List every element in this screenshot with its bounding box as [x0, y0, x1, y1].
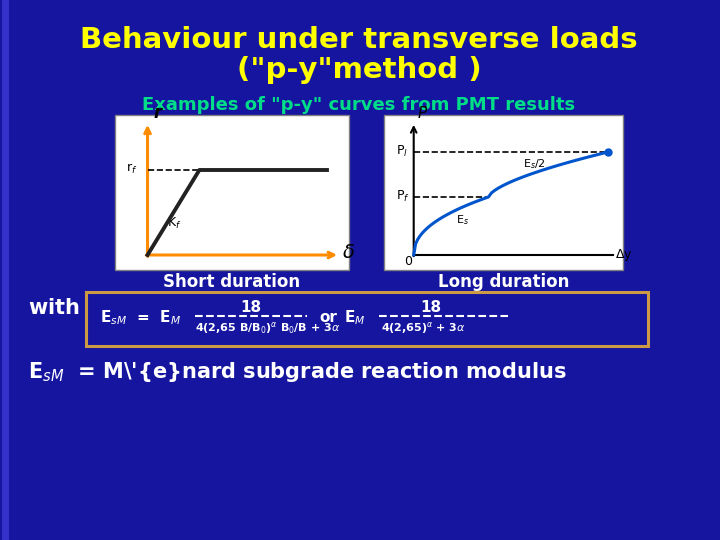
Text: $\delta$: $\delta$ [342, 243, 355, 262]
Text: K$_f$: K$_f$ [168, 216, 182, 231]
Text: with K$_f$ = 2E$_{SM}$: with K$_f$ = 2E$_{SM}$ [28, 296, 193, 320]
Text: $\Delta$y: $\Delta$y [615, 247, 633, 263]
Text: E$_{sM}$  = M\'{e}nard subgrade reaction modulus: E$_{sM}$ = M\'{e}nard subgrade reaction … [28, 360, 567, 384]
Text: E$_M$: E$_M$ [344, 309, 365, 327]
FancyBboxPatch shape [384, 115, 623, 270]
Text: 18: 18 [420, 300, 441, 314]
FancyBboxPatch shape [86, 292, 648, 346]
Text: Behaviour under transverse loads: Behaviour under transverse loads [80, 26, 638, 54]
Text: 4(2,65 B/B$_0$)$^{\alpha}$ B$_0$/B + 3$\alpha$: 4(2,65 B/B$_0$)$^{\alpha}$ B$_0$/B + 3$\… [195, 320, 341, 336]
Text: ("p-y"method ): ("p-y"method ) [237, 56, 481, 84]
Text: r$_f$: r$_f$ [125, 162, 137, 176]
Text: E$_s$/2: E$_s$/2 [523, 157, 546, 171]
Text: E$_{sM}$  =  E$_M$: E$_{sM}$ = E$_M$ [99, 309, 181, 327]
Text: 18: 18 [240, 300, 262, 314]
Text: P$_f$: P$_f$ [396, 188, 410, 204]
Text: or: or [319, 310, 337, 326]
Text: 0: 0 [404, 255, 412, 268]
Text: Short duration: Short duration [163, 273, 300, 291]
Text: P: P [418, 106, 427, 121]
Text: r: r [153, 104, 162, 122]
Text: P$_l$: P$_l$ [396, 144, 408, 159]
Text: Long duration: Long duration [438, 273, 569, 291]
FancyBboxPatch shape [114, 115, 349, 270]
Text: Examples of "p-y" curves from PMT results: Examples of "p-y" curves from PMT result… [143, 96, 575, 114]
Text: 4(2,65)$^{\alpha}$ + 3$\alpha$: 4(2,65)$^{\alpha}$ + 3$\alpha$ [381, 320, 466, 336]
Text: E$_s$: E$_s$ [456, 213, 469, 227]
